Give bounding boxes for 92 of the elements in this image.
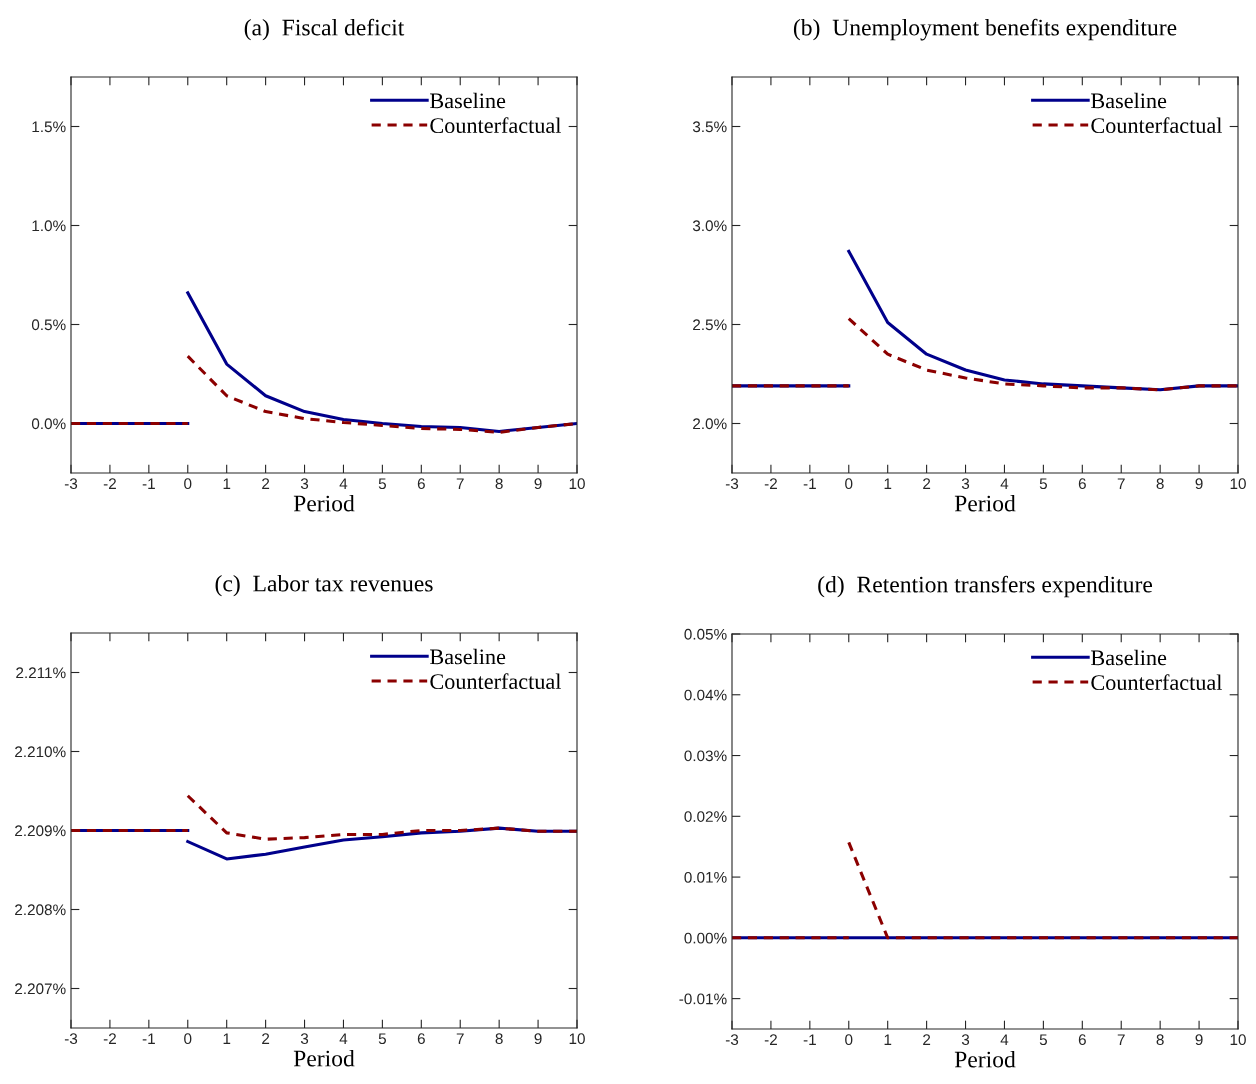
x-tick-label: 7 [1117, 478, 1125, 489]
y-tick-label: 3.5% [692, 121, 727, 133]
y-tick-label: 0.03% [684, 750, 727, 762]
x-axis-title: Period [954, 1050, 1016, 1068]
legend-label: Counterfactual [430, 673, 561, 690]
x-axis-title: Period [954, 494, 1016, 512]
x-tick-label: -3 [64, 1033, 78, 1045]
x-tick-label: 6 [1078, 1034, 1086, 1046]
chart-title: (b) Unemployment benefits expenditure [793, 18, 1177, 41]
legend-label: Counterfactual [1091, 674, 1222, 691]
x-tick-label: -2 [764, 478, 777, 489]
x-tick-label: 2 [262, 478, 270, 489]
x-tick-label: -1 [803, 1034, 816, 1045]
x-tick-label: 1 [223, 478, 231, 489]
x-tick-label: -1 [803, 478, 816, 489]
y-tick-label: 0.02% [684, 811, 727, 822]
x-tick-label: 2 [923, 1034, 931, 1045]
legend-label: Counterfactual [430, 117, 561, 134]
x-tick-label: 1 [884, 478, 892, 489]
x-tick-label: 8 [1156, 1034, 1164, 1046]
x-tick-label: 4 [1000, 478, 1009, 489]
x-tick-label: 0 [845, 478, 853, 490]
y-tick-label: 3.0% [692, 220, 727, 232]
y-tick-label: 2.209% [15, 825, 66, 837]
x-tick-label: 5 [1039, 1034, 1047, 1046]
x-tick-label: -2 [103, 1033, 116, 1044]
x-tick-label: 9 [534, 478, 542, 490]
x-tick-label: -3 [64, 478, 78, 490]
y-tick-label: 2.207% [15, 983, 66, 995]
x-tick-label: 5 [378, 1033, 386, 1045]
y-tick-label: 1.0% [32, 220, 66, 232]
x-tick-label: 4 [1000, 1034, 1009, 1045]
legend-label: Baseline [1091, 92, 1167, 109]
x-tick-label: 9 [1195, 478, 1203, 490]
x-tick-label: 3 [961, 478, 970, 490]
x-tick-label: 0 [845, 1034, 853, 1046]
x-tick-label: 3 [300, 478, 309, 490]
x-tick-label: 4 [339, 1033, 348, 1044]
x-tick-label: 1 [884, 1034, 892, 1045]
x-tick-label: -1 [142, 478, 155, 489]
x-tick-label: 6 [417, 478, 425, 490]
x-tick-label: 2 [262, 1033, 270, 1044]
x-tick-label: 8 [1156, 478, 1164, 490]
y-tick-label: 0.5% [31, 319, 66, 331]
y-tick-label: 1.5% [32, 121, 66, 133]
x-tick-label: 4 [339, 478, 348, 489]
x-tick-label: 6 [417, 1033, 425, 1045]
x-tick-label: 7 [456, 478, 464, 489]
chart-title: (a) Fiscal deficit [244, 18, 405, 41]
chart-title: (c) Labor tax revenues [215, 574, 433, 597]
y-tick-label: 0.01% [684, 871, 727, 883]
x-tick-label: 8 [495, 478, 503, 490]
x-axis-title: Period [293, 494, 355, 512]
x-tick-label: 10 [1230, 478, 1246, 490]
y-tick-label: 2.210% [15, 746, 66, 758]
x-tick-label: -3 [725, 1034, 739, 1046]
x-tick-label: -1 [142, 1033, 155, 1044]
x-tick-label: 6 [1078, 478, 1086, 490]
x-tick-label: 2 [923, 478, 931, 489]
y-tick-label: 2.208% [15, 904, 66, 916]
legend-label: Baseline [1091, 649, 1167, 666]
x-tick-label: 9 [534, 1033, 542, 1045]
x-tick-label: -2 [103, 478, 116, 489]
legend-label: Baseline [430, 92, 506, 109]
x-tick-label: 10 [1230, 1034, 1246, 1046]
x-tick-label: 0 [184, 1033, 192, 1045]
y-tick-label: 0.05% [684, 628, 727, 640]
x-tick-label: 0 [184, 478, 192, 490]
chart-title: (d) Retention transfers expenditure [818, 575, 1153, 598]
x-tick-label: 10 [569, 478, 585, 490]
x-tick-label: 10 [569, 1033, 585, 1045]
y-tick-label: 2.0% [693, 418, 727, 430]
x-tick-label: 7 [1117, 1034, 1125, 1045]
x-axis-title: Period [293, 1049, 355, 1067]
x-tick-label: 8 [495, 1033, 503, 1045]
y-tick-label: 0.0% [31, 418, 66, 430]
y-tick-label: 2.5% [693, 319, 727, 331]
legend-label: Baseline [430, 648, 506, 665]
y-tick-label: 2.211% [16, 667, 66, 679]
x-tick-label: 5 [378, 478, 386, 490]
x-tick-label: 1 [223, 1033, 231, 1044]
y-tick-label: -0.01% [679, 993, 727, 1005]
y-tick-label: 0.00% [684, 932, 727, 944]
x-tick-label: -2 [764, 1034, 777, 1045]
y-tick-label: 0.04% [684, 689, 727, 701]
x-tick-label: 3 [961, 1034, 970, 1046]
x-tick-label: 9 [1195, 1034, 1203, 1046]
legend-label: Counterfactual [1091, 117, 1222, 134]
x-tick-label: 3 [300, 1033, 309, 1045]
x-tick-label: 7 [456, 1033, 464, 1044]
x-tick-label: 5 [1039, 478, 1047, 490]
x-tick-label: -3 [725, 478, 739, 490]
